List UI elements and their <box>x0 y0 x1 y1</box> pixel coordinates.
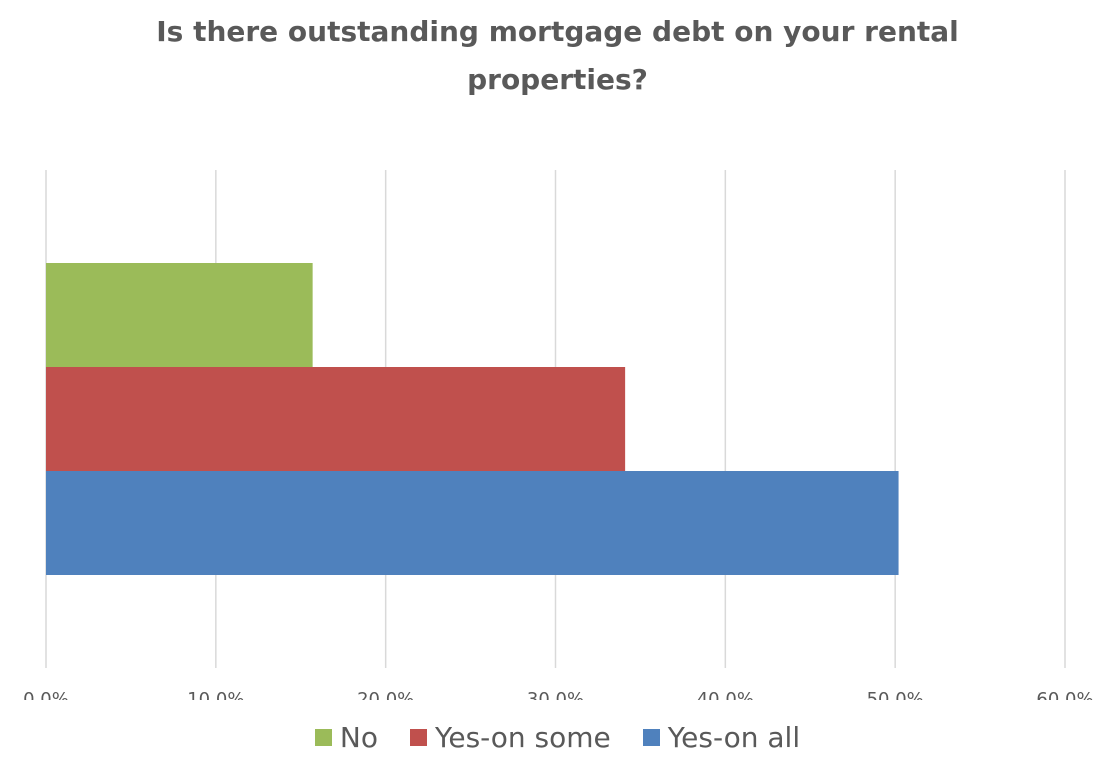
x-tick-label-0: 0.0% <box>23 689 69 700</box>
legend-item-yes-on-all: Yes-on all <box>642 720 801 754</box>
legend: No Yes-on some Yes-on all <box>0 712 1115 762</box>
chart-title: Is there outstanding mortgage debt on yo… <box>0 8 1115 104</box>
legend-label: No <box>339 720 378 754</box>
x-tick-label-4: 40.0% <box>697 689 754 700</box>
legend-item-no: No <box>314 720 378 754</box>
chart-title-line-1: Is there outstanding mortgage debt on yo… <box>156 15 959 48</box>
legend-label: Yes-on some <box>434 720 611 754</box>
x-tick-label-2: 20.0% <box>357 689 414 700</box>
x-axis-tick-labels: 0.0% 10.0% 20.0% 30.0% 40.0% 50.0% 60.0% <box>23 689 1093 700</box>
bar-no <box>46 263 313 367</box>
chart-title-line-2: properties? <box>467 63 648 96</box>
legend-item-yes-on-some: Yes-on some <box>409 720 611 754</box>
bar-chart: 0.0% 10.0% 20.0% 30.0% 40.0% 50.0% 60.0% <box>23 170 1094 700</box>
legend-label: Yes-on all <box>667 720 801 754</box>
legend-swatch <box>409 728 427 746</box>
legend-swatch <box>314 728 332 746</box>
bars <box>46 263 899 575</box>
x-tick-label-6: 60.0% <box>1036 689 1093 700</box>
bar-yes-on-all <box>46 471 899 575</box>
bar-yes-on-some <box>46 367 626 471</box>
x-tick-label-1: 10.0% <box>187 689 244 700</box>
x-tick-label-5: 50.0% <box>867 689 924 700</box>
legend-swatch <box>642 728 660 746</box>
x-tick-label-3: 30.0% <box>527 689 584 700</box>
